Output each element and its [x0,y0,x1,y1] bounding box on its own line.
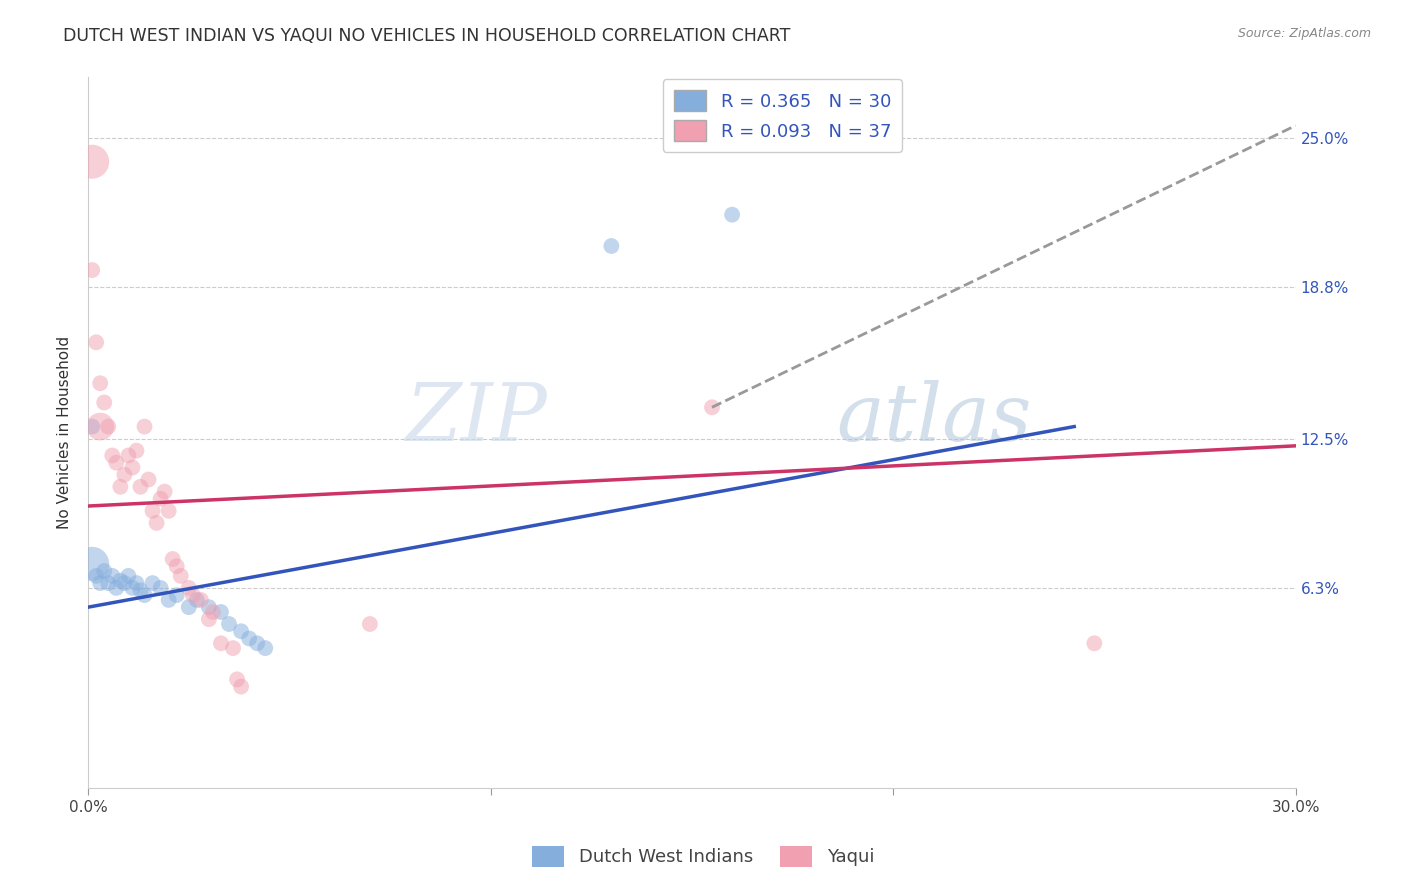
Point [238,632,260,646]
Point [101,449,124,463]
Legend: Dutch West Indians, Yaqui: Dutch West Indians, Yaqui [524,838,882,874]
Point [117,449,139,463]
Point [229,624,252,639]
Legend: R = 0.365   N = 30, R = 0.093   N = 37: R = 0.365 N = 30, R = 0.093 N = 37 [662,79,903,152]
Point [121,460,143,475]
Point [218,617,240,632]
Point [157,593,180,607]
Point [125,576,148,591]
Point [600,239,623,253]
Point [145,516,167,530]
Text: ZIP: ZIP [405,380,547,457]
Point [141,576,163,591]
Point [359,617,381,632]
Point [134,588,156,602]
Point [110,574,132,588]
Point [129,583,152,598]
Point [84,569,107,583]
Point [198,612,221,626]
Point [110,480,132,494]
Point [226,673,249,687]
Point [101,569,124,583]
Point [181,588,204,602]
Text: Source: ZipAtlas.com: Source: ZipAtlas.com [1237,27,1371,40]
Point [177,581,200,595]
Point [89,576,111,591]
Point [149,581,172,595]
Point [190,593,212,607]
Point [166,588,188,602]
Point [157,504,180,518]
Point [229,680,252,694]
Point [254,641,277,656]
Point [93,564,115,578]
Point [153,484,176,499]
Point [198,600,221,615]
Point [134,419,156,434]
Point [89,376,111,391]
Point [222,641,245,656]
Point [162,552,184,566]
Point [105,581,128,595]
Point [170,569,193,583]
Point [89,419,111,434]
Point [82,263,104,277]
Point [97,576,120,591]
Point [209,636,232,650]
Text: DUTCH WEST INDIAN VS YAQUI NO VEHICLES IN HOUSEHOLD CORRELATION CHART: DUTCH WEST INDIAN VS YAQUI NO VEHICLES I… [63,27,790,45]
Point [149,491,172,506]
Point [105,456,128,470]
Point [82,154,104,169]
Point [117,569,139,583]
Point [186,593,208,607]
Point [246,636,269,650]
Point [84,335,107,350]
Point [1083,636,1105,650]
Point [177,600,200,615]
Point [82,419,104,434]
Point [201,605,224,619]
Point [93,395,115,409]
Point [82,557,104,571]
Point [209,605,232,619]
Point [166,559,188,574]
Point [125,443,148,458]
Point [700,401,723,415]
Point [721,208,744,222]
Y-axis label: No Vehicles in Household: No Vehicles in Household [58,336,72,529]
Text: atlas: atlas [837,380,1032,457]
Point [97,419,120,434]
Point [138,473,160,487]
Point [112,576,135,591]
Point [129,480,152,494]
Point [141,504,163,518]
Point [121,581,143,595]
Point [112,467,135,482]
